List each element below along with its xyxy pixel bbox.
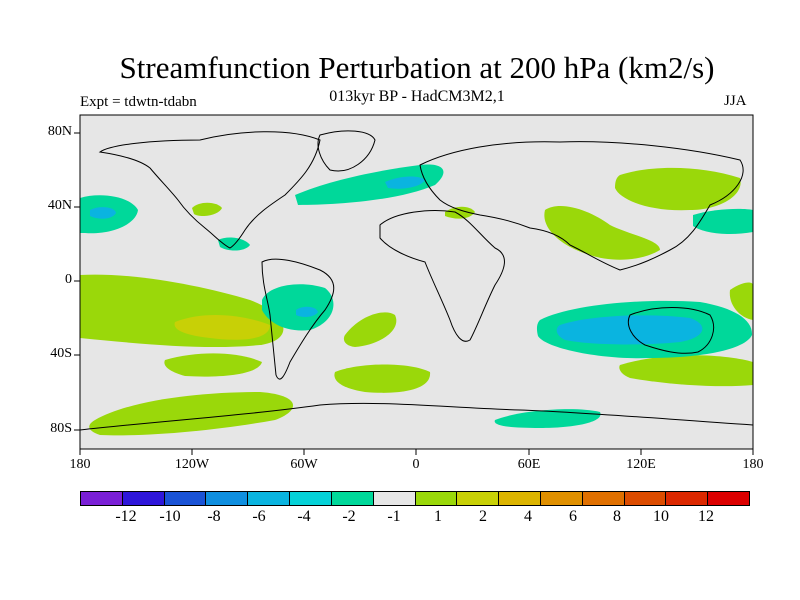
colorbar-box bbox=[248, 492, 291, 505]
colorbar-label: 2 bbox=[479, 508, 487, 525]
contour-strong-positive-south-pacific bbox=[174, 314, 270, 340]
contour-positive-mediterranean bbox=[445, 206, 475, 219]
contour-positive-southern-atlantic bbox=[334, 364, 431, 393]
colorbar-label: 10 bbox=[653, 508, 669, 525]
colorbar-label: -4 bbox=[297, 508, 311, 525]
coast-north-america bbox=[98, 131, 321, 249]
colorbar-label: -12 bbox=[115, 508, 137, 525]
colorbar-box bbox=[708, 492, 749, 505]
contour-positive-southern-ocean-pacific bbox=[89, 392, 294, 436]
lon-tick-120e: 120E bbox=[626, 457, 656, 472]
coast-south-america bbox=[261, 258, 335, 380]
contour-positive-australia-south bbox=[619, 355, 753, 387]
experiment-label: Expt = tdwtn-tdabn bbox=[80, 94, 197, 110]
contour-negative-north-pacific-east bbox=[693, 208, 753, 234]
coastlines bbox=[80, 130, 753, 431]
colorbar-label: 12 bbox=[698, 508, 714, 525]
colorbar bbox=[80, 491, 750, 506]
contour-negative-southern-ocean-indian bbox=[494, 409, 601, 428]
lat-tick-40n: 40N bbox=[47, 198, 72, 213]
colorbar-box bbox=[81, 492, 123, 505]
colorbar-label: -2 bbox=[342, 508, 356, 525]
lon-tick-0: 0 bbox=[412, 457, 420, 472]
contour-strong-negative-south-america bbox=[296, 306, 318, 317]
colorbar-box bbox=[373, 492, 416, 505]
contour-strong-negative-north-pacific bbox=[90, 207, 116, 219]
coast-greenland bbox=[317, 130, 376, 172]
colorbar-box bbox=[122, 492, 165, 505]
coast-africa bbox=[379, 210, 505, 342]
lat-tick-80n: 80N bbox=[47, 124, 72, 139]
contour-positive-south-atlantic bbox=[343, 312, 397, 347]
lon-tick-60e: 60E bbox=[517, 457, 541, 472]
colorbar-box bbox=[540, 492, 583, 505]
lon-tick-180e: 180 bbox=[742, 457, 764, 472]
colorbar-box bbox=[499, 492, 541, 505]
tick-marks bbox=[74, 132, 754, 455]
colorbar-box bbox=[624, 492, 667, 505]
chart-title: Streamfunction Perturbation at 200 hPa (… bbox=[119, 50, 715, 85]
contour-positive-north-america bbox=[192, 202, 222, 216]
contour-fields bbox=[80, 130, 753, 436]
lat-tick-80s: 80S bbox=[50, 421, 72, 436]
contour-negative-south-america bbox=[262, 284, 334, 331]
contour-positive-east-asia bbox=[615, 167, 741, 211]
colorbar-label: 1 bbox=[434, 508, 442, 525]
season-label: JJA bbox=[724, 93, 747, 109]
contour-negative-caribbean bbox=[218, 237, 250, 251]
colorbar-box bbox=[457, 492, 500, 505]
lon-tick-120w: 120W bbox=[174, 457, 210, 472]
colorbar-box bbox=[582, 492, 625, 505]
lat-tick-0: 0 bbox=[65, 272, 72, 287]
colorbar-label: -8 bbox=[207, 508, 221, 525]
colorbar-box bbox=[666, 492, 709, 505]
chart-subtitle: 013kyr BP - HadCM3M2,1 bbox=[329, 88, 505, 105]
lon-tick-60w: 60W bbox=[290, 457, 318, 472]
colorbar-label: 4 bbox=[524, 508, 532, 525]
lon-tick-180w: 180 bbox=[69, 457, 91, 472]
colorbar-label: -1 bbox=[387, 508, 401, 525]
colorbar-box bbox=[331, 492, 374, 505]
coast-australia bbox=[627, 307, 714, 354]
contour-positive-south-pacific-east bbox=[729, 282, 753, 320]
lat-tick-40s: 40S bbox=[50, 346, 72, 361]
colorbar-box bbox=[415, 492, 458, 505]
contour-negative-north-atlantic bbox=[295, 164, 444, 205]
colorbar-box bbox=[290, 492, 332, 505]
colorbar-label: -6 bbox=[252, 508, 266, 525]
contour-strong-negative-north-atlantic bbox=[385, 176, 425, 189]
colorbar-label: 8 bbox=[613, 508, 621, 525]
coast-eurasia bbox=[419, 141, 744, 271]
colorbar-box bbox=[206, 492, 249, 505]
contour-positive-south-pacific-mid bbox=[164, 353, 262, 377]
colorbar-box bbox=[164, 492, 207, 505]
contour-strong-negative-indian-australia bbox=[556, 315, 703, 345]
colorbar-label: -10 bbox=[159, 508, 181, 525]
colorbar-label: 6 bbox=[569, 508, 577, 525]
coast-antarctica bbox=[80, 402, 753, 431]
